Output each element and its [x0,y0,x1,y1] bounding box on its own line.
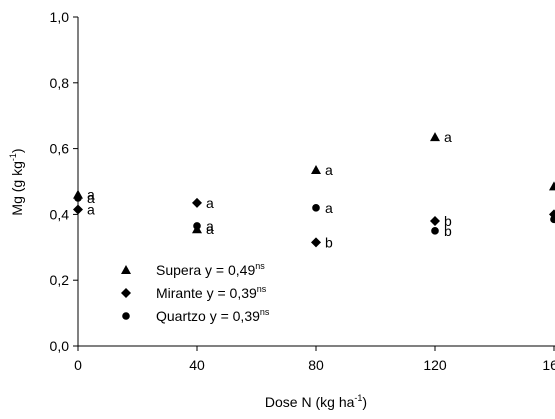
legend-supera-label: Supera y = 0,49ns [156,261,265,278]
legend-text: Supera y = 0,49 [156,262,255,278]
x-axis-title-close: ) [362,394,367,410]
legend-quartzo-label: Quartzo y = 0,39ns [156,307,270,324]
y-tick-label: 0,2 [50,272,70,288]
y-tick-label: 1,0 [50,9,70,25]
axes [77,17,555,347]
y-axis-title-close: ) [9,148,25,153]
quartzo-point-label: a [206,218,214,234]
supera-point [311,164,321,174]
mirante-point [430,215,440,226]
legend-quartzo-marker [122,312,130,320]
x-tick-label: 120 [423,357,447,373]
legend-text: Mirante y = 0,39 [156,285,257,301]
x-axis-title: Dose N (kg ha-1) [265,393,367,410]
legend-sup: ns [255,261,265,271]
y-tick-label: 0,6 [50,141,70,157]
legend-sup: ns [257,284,267,294]
supera-point [430,132,440,142]
x-tick-label: 160 [542,357,555,373]
supera-point-label: a [87,187,95,203]
quartzo-point-label: b [444,223,452,239]
x-tick-label: 40 [189,357,205,373]
x-axis-title-text: Dose N (kg ha [265,394,355,410]
y-axis-title: Mg (g kg-1) [8,148,25,215]
y-tick-label: 0,0 [50,338,70,354]
legend-mirante-marker [121,288,131,298]
quartzo-point [550,215,555,224]
mirante-point-label: b [444,213,452,229]
y-tick-label: 0,8 [50,75,70,91]
y-ticks: 0,0 0,2 0,4 0,6 0,8 1,0 [50,9,78,354]
supera-point-label: a [206,221,214,237]
legend-text: Quartzo y = 0,39 [156,308,260,324]
quartzo-point-label: a [87,190,95,206]
x-tick-label: 0 [74,357,82,373]
y-tick-label: 0,4 [50,206,70,222]
legend-supera-marker [121,265,131,274]
data-points: aaaaaaabbaaaaba [73,129,555,250]
legend-sup: ns [260,307,270,317]
supera-point [549,181,555,191]
legend-mirante-label: Mirante y = 0,39ns [156,284,267,301]
y-axis-title-sup: -1 [8,153,18,161]
mirante-point-label: a [87,201,95,217]
mirante-point-label: b [325,234,333,250]
mirante-point [192,197,202,208]
x-ticks: 0 40 80 120 160 [74,346,555,373]
y-axis-title-text: Mg (g kg [9,161,25,215]
quartzo-point [312,204,320,212]
quartzo-point-label: a [325,200,333,216]
x-tick-label: 80 [308,357,324,373]
mirante-point-label: a [206,195,214,211]
mirante-point [73,204,83,215]
quartzo-point [431,227,439,235]
supera-point-label: a [444,129,452,145]
mirante-point [311,237,321,248]
quartzo-point [74,194,82,202]
quartzo-point [193,222,201,230]
x-axis-title-sup: -1 [354,393,362,403]
supera-point-label: a [325,162,333,178]
